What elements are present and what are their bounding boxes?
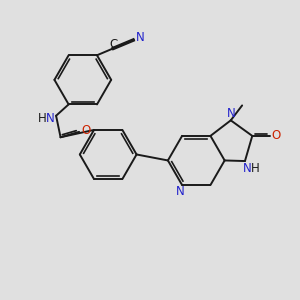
Text: H: H [38, 112, 47, 124]
Text: C: C [110, 38, 118, 51]
Text: N: N [176, 185, 185, 198]
Text: N: N [242, 162, 251, 175]
Text: N: N [136, 31, 145, 44]
Text: O: O [272, 129, 281, 142]
Text: N: N [227, 107, 236, 120]
Text: N: N [46, 112, 55, 124]
Text: H: H [251, 162, 260, 175]
Text: O: O [81, 124, 90, 137]
